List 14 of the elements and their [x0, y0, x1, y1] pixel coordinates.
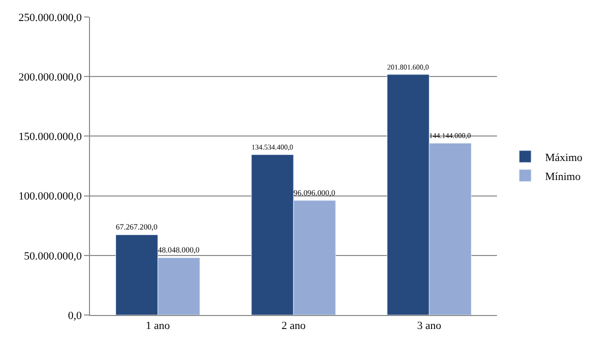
legend-label: Mínimo	[545, 170, 582, 183]
y-tick-label: 200.000.000,0	[18, 71, 82, 84]
data-label: 96.096.000,0	[294, 188, 336, 198]
y-tick-label: 150.000.000,0	[18, 131, 82, 144]
y-tick-label: 0,0	[68, 310, 82, 322]
y-tick-label: 100.000.000,0	[18, 190, 82, 203]
x-tick-label: 3 ano	[417, 320, 442, 332]
x-tick-label: 2 ano	[281, 320, 306, 332]
data-label: 48.048.000,0	[158, 246, 200, 255]
x-tick-label: 1 ano	[146, 320, 170, 332]
legend-label: Máximo	[545, 152, 583, 164]
data-label: 67.267.200,0	[116, 222, 158, 232]
y-tick-label: 50.000.000,0	[24, 250, 82, 262]
y-tick-label: 250.000.000,0	[18, 12, 82, 24]
